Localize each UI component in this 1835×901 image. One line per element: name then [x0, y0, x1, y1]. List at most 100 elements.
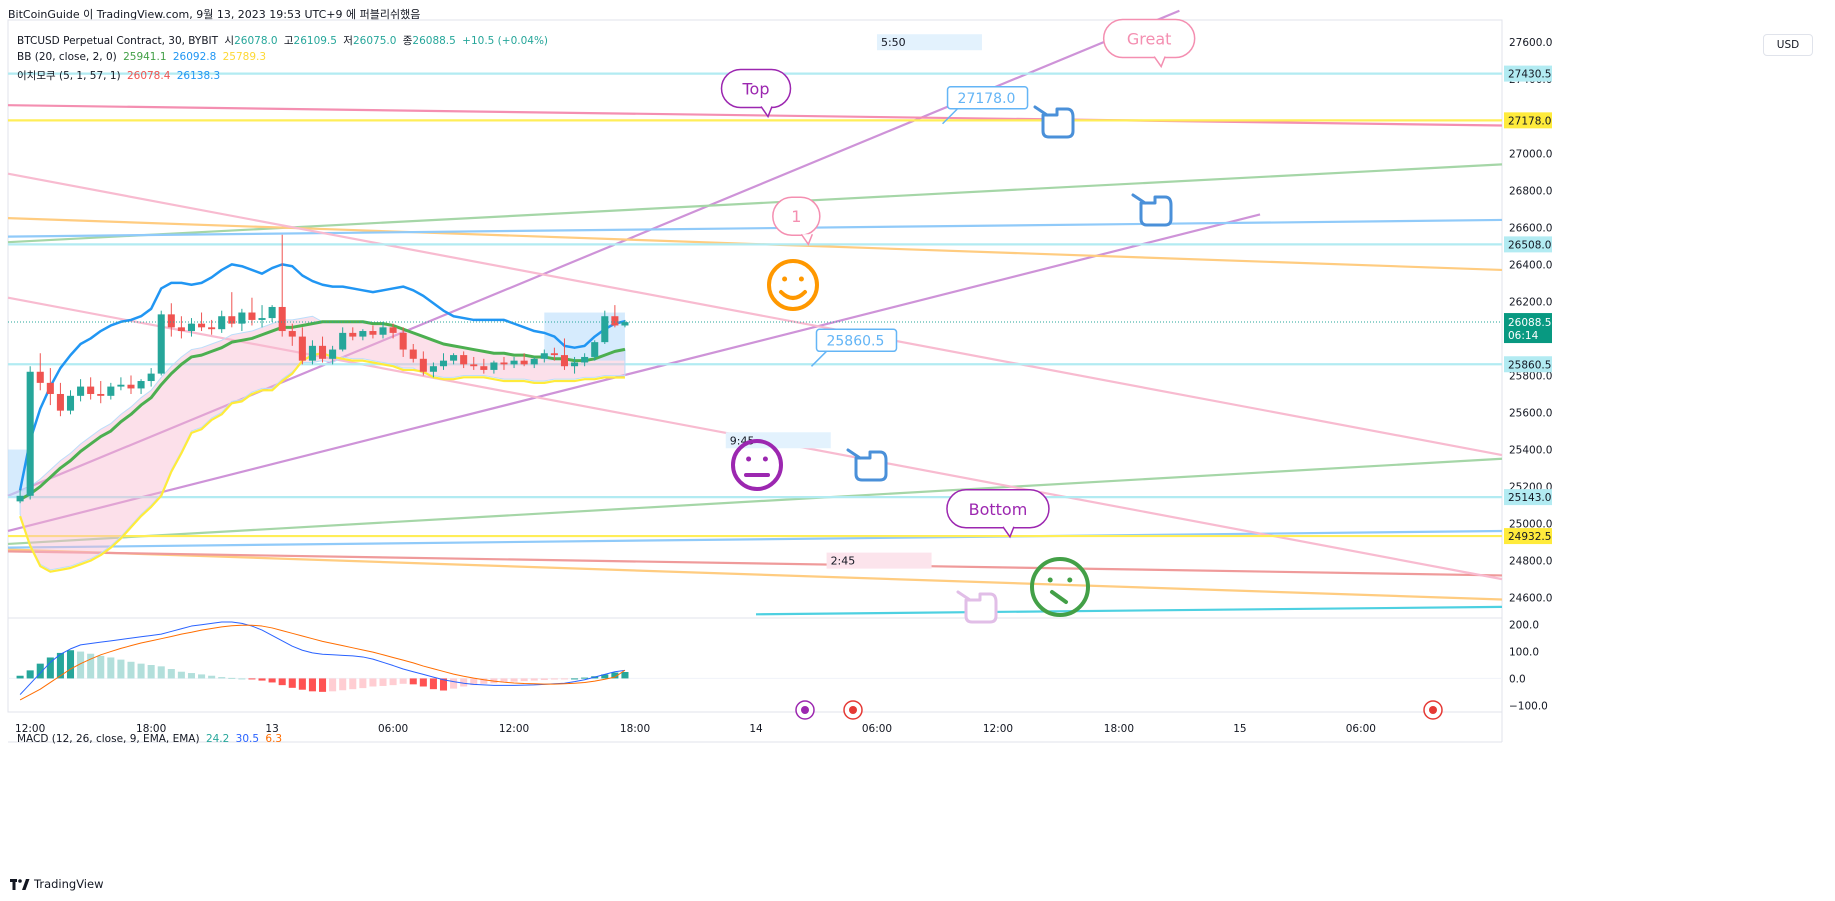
bb-upper-value: 26092.8 [172, 51, 217, 63]
legend-ichimoku[interactable]: 이치모쿠 (5, 1, 57, 1) 26078.4 26138.3 [17, 68, 223, 83]
ichimoku-label: 이치모쿠 (5, 1, 57, 1) [17, 70, 121, 82]
candle [399, 332, 407, 350]
trendline-10 [7, 529, 1503, 549]
y-tick-label: 24800.0 [1509, 556, 1552, 568]
candle [117, 384, 125, 387]
bubble-text: Bottom [969, 500, 1028, 519]
macd-y-tick-label: 100.0 [1509, 647, 1539, 659]
legend-macd[interactable]: MACD (12, 26, close, 9, EMA, EMA) 24.2 3… [17, 733, 285, 745]
y-tick-label: 27600.0 [1509, 37, 1552, 49]
legend-symbol: BTCUSD Perpetual Contract, 30, BYBIT [17, 35, 219, 47]
last-price-box [1504, 313, 1552, 344]
pointing-hand-icon [854, 450, 888, 482]
candle [339, 332, 347, 350]
candle [530, 358, 538, 365]
pointing-hand-icon-finger [846, 448, 862, 460]
macd-histogram-bar [439, 678, 448, 691]
x-tick-label: 18:00 [1104, 723, 1134, 735]
macd-histogram-bar [581, 677, 589, 679]
bubble-annotation [1102, 18, 1196, 59]
macd-histogram-bar [470, 678, 478, 686]
macd-histogram-bar [601, 674, 609, 679]
macd-histogram-bar [107, 657, 115, 679]
range-text: 2:45 [831, 555, 856, 568]
price-label-box [1504, 356, 1552, 373]
legend-ohlc: BTCUSD Perpetual Contract, 30, BYBIT 시26… [17, 33, 551, 48]
macd-line [19, 621, 626, 695]
macd-histogram-bar [621, 671, 629, 679]
macd-histogram-bar [419, 678, 427, 687]
pointing-hand-icon-3-finger [1033, 105, 1049, 117]
legend-bb[interactable]: BB (20, close, 2, 0) 25941.1 26092.8 257… [17, 51, 269, 63]
macd-histogram-bar [560, 678, 568, 680]
candle [429, 366, 437, 372]
candle [571, 362, 579, 367]
macd-histogram-bar [520, 678, 528, 682]
bubble-annotation [772, 196, 821, 236]
ichimoku-value-a: 26078.4 [126, 70, 171, 82]
trendline-3 [7, 457, 1503, 546]
y-tick-label: 26400.0 [1509, 259, 1552, 271]
x-tick-label: 06:00 [1346, 723, 1376, 735]
candle [208, 327, 216, 330]
candle [87, 386, 95, 394]
candle [218, 316, 226, 330]
candle [177, 327, 185, 332]
callout-text: 25860.5 [826, 333, 884, 349]
clock-face-icon-eye [1047, 577, 1053, 583]
footer-brand: TradingView [34, 877, 104, 891]
macd-histogram-bar [379, 678, 387, 686]
smiley-face-icon [767, 259, 819, 311]
macd-histogram-bar [46, 657, 54, 679]
y-tick-label: 25400.0 [1509, 445, 1552, 457]
legend-open: 26078.0 [234, 35, 278, 47]
candle [127, 384, 135, 389]
candle [56, 393, 64, 411]
macd-histogram-bar [339, 678, 347, 691]
candle [329, 349, 337, 359]
bubble-text: Top [742, 80, 770, 99]
macd-histogram-bar [16, 675, 24, 679]
callout-pointer [942, 108, 959, 125]
candle [520, 360, 528, 365]
candle [611, 316, 619, 326]
candle [36, 371, 44, 383]
x-tick-label: 15 [1233, 723, 1246, 735]
pointing-hand-icon-2-finger [1131, 193, 1147, 205]
macd-histogram-bar [187, 673, 196, 679]
ichimoku-value-b: 26138.3 [176, 70, 221, 82]
candle [258, 318, 266, 320]
legend-high: 26109.5 [293, 35, 337, 47]
macd-histogram-bar [147, 665, 155, 679]
y-tick-label: 27000.0 [1509, 148, 1552, 160]
candle [198, 323, 206, 328]
macd-value-macd: 30.5 [235, 733, 260, 745]
trendline-9 [7, 218, 1503, 238]
x-tick-label: 06:00 [862, 723, 892, 735]
price-label-box [1504, 236, 1552, 253]
candle [601, 316, 609, 343]
page-header: BitCoinGuide 이 TradingView.com, 9월 13, 2… [8, 8, 421, 21]
trendline-11 [7, 172, 1503, 457]
candle [97, 393, 105, 396]
macd-histogram-bar [228, 677, 236, 679]
candle [298, 336, 306, 361]
x-tick-label: 06:00 [378, 723, 408, 735]
pointing-hand-icon-4-finger [956, 590, 972, 602]
candle [409, 349, 417, 359]
macd-histogram-bar [510, 678, 518, 682]
candle [318, 345, 327, 359]
macd-histogram-bar [177, 671, 185, 679]
currency-button[interactable]: USD [1763, 34, 1813, 56]
candle [550, 353, 558, 356]
ichimoku-cloud [8, 312, 626, 571]
candle [349, 332, 357, 337]
us-event-icon-2-dot [1429, 706, 1437, 714]
macd-histogram-bar [248, 678, 256, 680]
candle [581, 356, 589, 363]
y-tick-label: 26600.0 [1509, 222, 1552, 234]
candle [278, 306, 286, 332]
time-axis: 12:00 18:00 13 06:00 12:00 18:00 14 06:00 12:00 1… [15, 723, 1376, 735]
macd-histogram-bar [288, 678, 296, 688]
